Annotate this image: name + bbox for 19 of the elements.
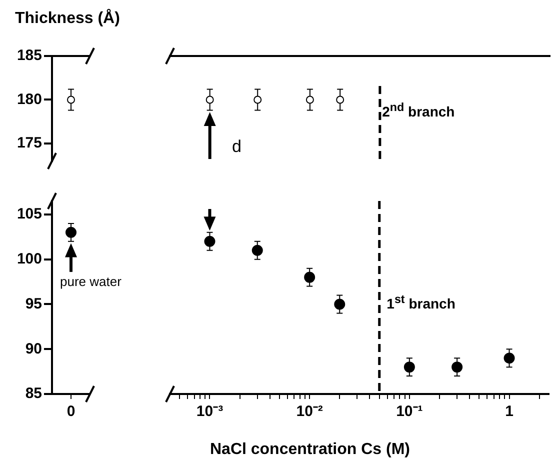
y-tick-label: 180 (16, 90, 42, 108)
y-axis-title: Thickness (Å) (15, 10, 120, 28)
x-tick-label: 10⁻³ (196, 403, 224, 420)
y-tick-label: 175 (16, 134, 42, 152)
annotation: pure water (60, 274, 122, 289)
annotation: 1$^{st}$ branch (386, 293, 456, 312)
x-tick-label: 1 (505, 403, 514, 420)
y-tick-label: 185 (16, 47, 42, 64)
x-tick-label: 10⁻² (296, 403, 323, 420)
y-tick-label: 100 (16, 250, 42, 268)
y-tick-label: 95 (25, 295, 42, 312)
annotation: 2$^{nd}$ branch (382, 100, 455, 120)
x-tick-label: 10⁻¹ (396, 403, 423, 420)
annotation: d (232, 137, 242, 158)
y-tick-label: 90 (25, 340, 42, 358)
y-tick-label: 85 (25, 385, 42, 402)
y-tick-label: 105 (16, 206, 42, 223)
x-tick-label: 0 (66, 403, 76, 420)
x-axis-title: NaCl concentration Cs (M) (208, 441, 411, 459)
